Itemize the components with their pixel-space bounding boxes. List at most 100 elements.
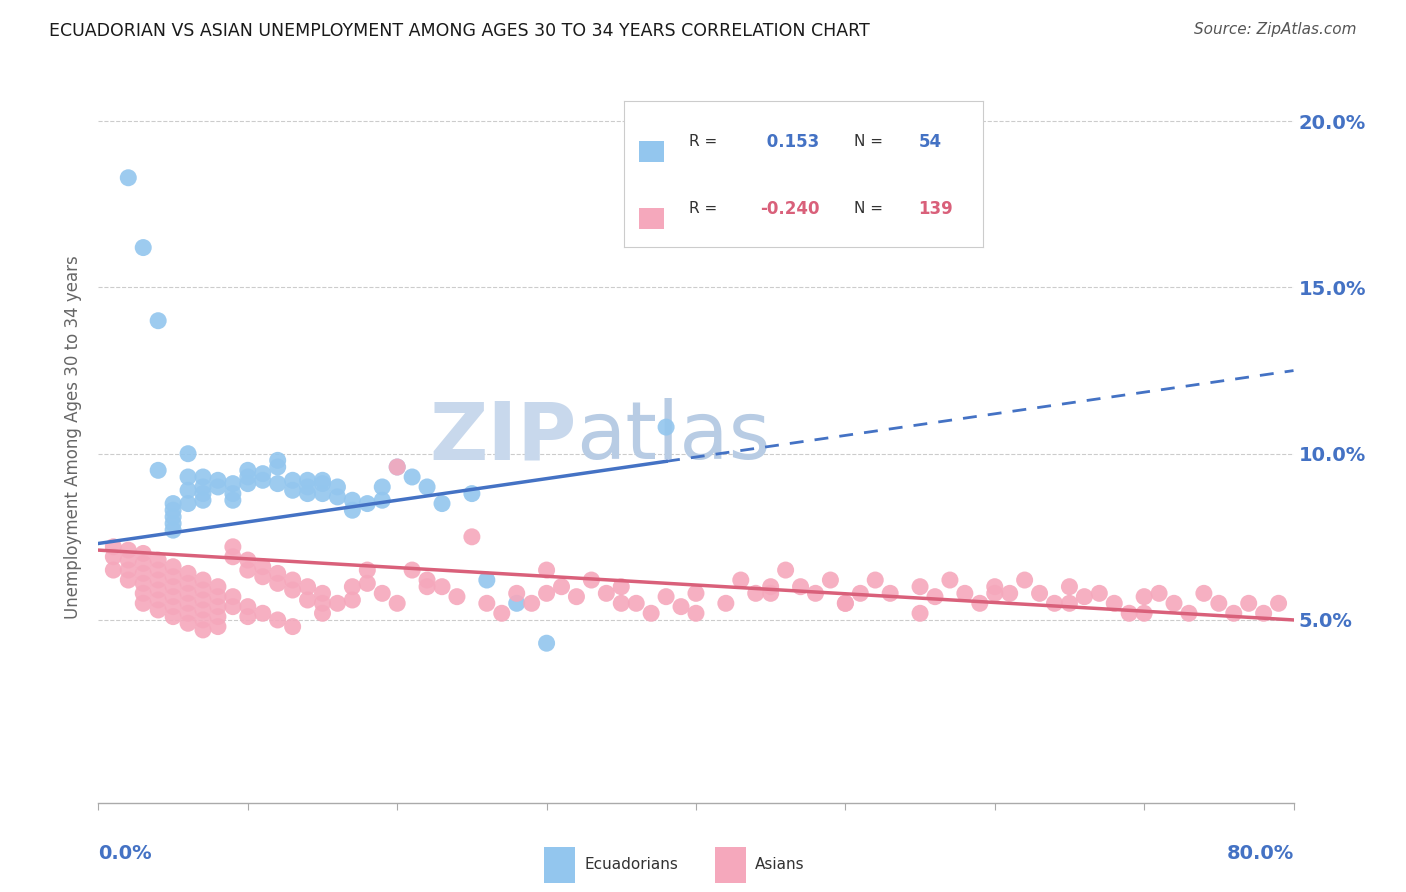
Point: [222, 486, 245, 500]
Point: [820, 573, 842, 587]
Point: [148, 582, 170, 597]
Point: [1237, 596, 1260, 610]
Point: [236, 470, 259, 484]
Point: [207, 599, 229, 614]
Point: [311, 586, 333, 600]
Point: [1043, 596, 1066, 610]
Point: [789, 580, 811, 594]
Point: [685, 607, 707, 621]
Point: [506, 586, 529, 600]
Point: [148, 463, 170, 477]
Point: [267, 566, 290, 581]
Point: [865, 573, 887, 587]
Point: [371, 586, 394, 600]
Point: [655, 590, 678, 604]
Point: [207, 580, 229, 594]
Point: [640, 607, 662, 621]
Point: [356, 576, 378, 591]
Point: [162, 503, 184, 517]
Point: [222, 493, 245, 508]
Point: [117, 563, 139, 577]
Point: [834, 596, 856, 610]
Point: [222, 549, 245, 564]
Point: [1088, 586, 1111, 600]
Point: [416, 480, 439, 494]
Point: [401, 563, 423, 577]
Point: [984, 580, 1007, 594]
Point: [222, 476, 245, 491]
Point: [461, 530, 484, 544]
Point: [342, 593, 364, 607]
Point: [610, 596, 633, 610]
Point: [252, 559, 274, 574]
Point: [1059, 596, 1081, 610]
Point: [536, 563, 558, 577]
Text: Source: ZipAtlas.com: Source: ZipAtlas.com: [1194, 22, 1357, 37]
Point: [446, 590, 468, 604]
Point: [371, 493, 394, 508]
Point: [236, 609, 259, 624]
Point: [281, 573, 304, 587]
Point: [191, 573, 214, 587]
Point: [148, 603, 170, 617]
Point: [162, 559, 184, 574]
Point: [281, 473, 304, 487]
Point: [326, 490, 349, 504]
Text: ECUADORIAN VS ASIAN UNEMPLOYMENT AMONG AGES 30 TO 34 YEARS CORRELATION CHART: ECUADORIAN VS ASIAN UNEMPLOYMENT AMONG A…: [49, 22, 870, 40]
Point: [222, 599, 245, 614]
Point: [1133, 590, 1156, 604]
Point: [998, 586, 1021, 600]
Text: ZIP: ZIP: [429, 398, 576, 476]
Point: [177, 616, 200, 631]
Point: [924, 590, 946, 604]
Point: [759, 580, 782, 594]
Point: [281, 582, 304, 597]
Point: [191, 493, 214, 508]
Point: [162, 590, 184, 604]
Point: [297, 593, 319, 607]
Point: [655, 420, 678, 434]
Point: [311, 476, 333, 491]
Point: [1118, 607, 1140, 621]
Point: [281, 483, 304, 498]
Point: [311, 486, 333, 500]
Point: [834, 596, 856, 610]
Point: [1133, 607, 1156, 621]
Point: [177, 566, 200, 581]
Point: [132, 586, 155, 600]
Point: [371, 480, 394, 494]
Point: [236, 463, 259, 477]
Point: [148, 593, 170, 607]
Point: [685, 586, 707, 600]
Point: [162, 523, 184, 537]
Point: [117, 170, 139, 185]
Point: [311, 473, 333, 487]
Point: [177, 596, 200, 610]
Point: [342, 503, 364, 517]
Point: [550, 580, 572, 594]
Point: [148, 314, 170, 328]
Point: [222, 540, 245, 554]
Point: [297, 480, 319, 494]
Point: [297, 486, 319, 500]
Point: [267, 453, 290, 467]
Point: [401, 470, 423, 484]
Point: [1208, 596, 1230, 610]
Point: [132, 576, 155, 591]
Point: [103, 540, 125, 554]
Point: [1014, 573, 1036, 587]
Point: [356, 497, 378, 511]
Text: 0.0%: 0.0%: [98, 845, 152, 863]
Point: [804, 586, 827, 600]
Point: [177, 483, 200, 498]
Point: [984, 586, 1007, 600]
Point: [177, 607, 200, 621]
Point: [132, 566, 155, 581]
Point: [1104, 596, 1126, 610]
Point: [1223, 607, 1246, 621]
Point: [475, 596, 498, 610]
Point: [191, 480, 214, 494]
Point: [1267, 596, 1289, 610]
Point: [132, 546, 155, 560]
Point: [416, 573, 439, 587]
